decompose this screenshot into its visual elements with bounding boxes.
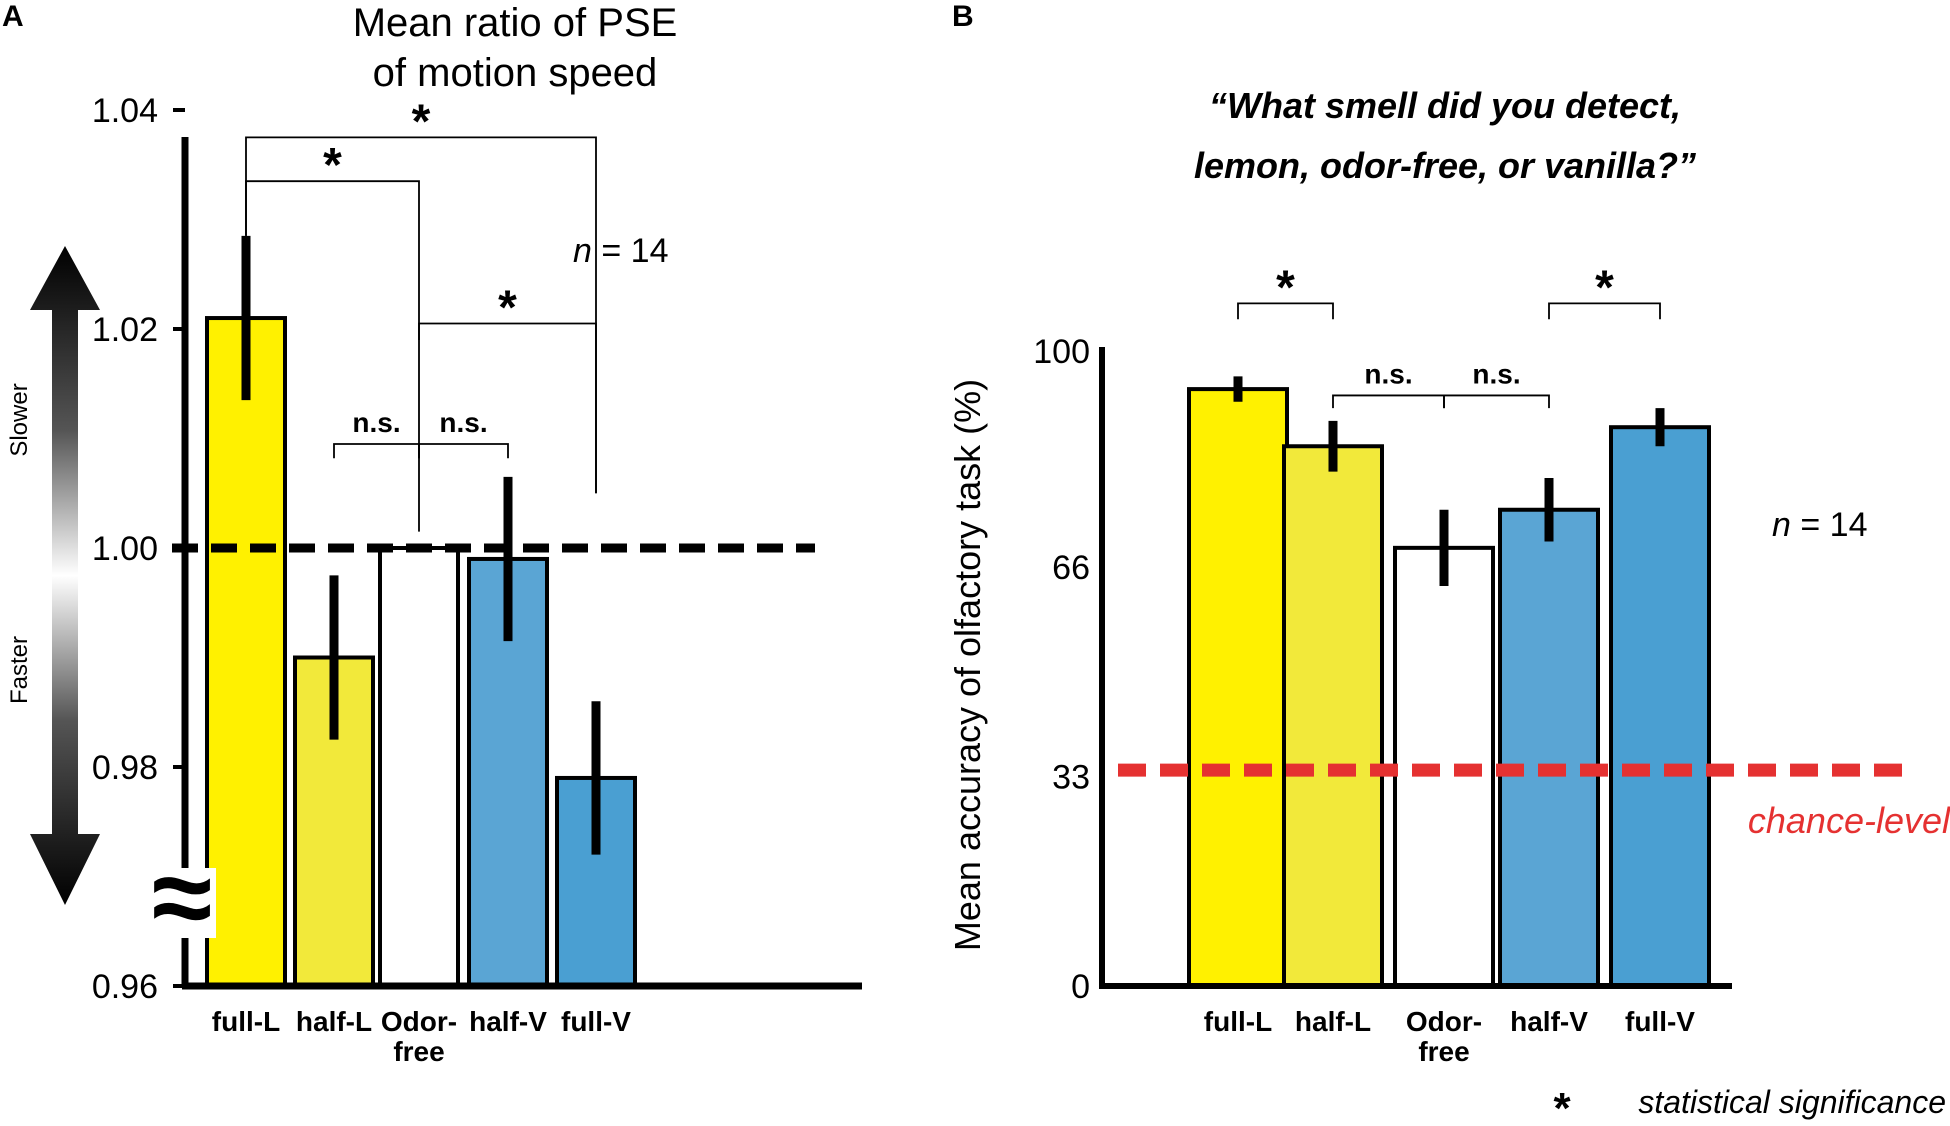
footnote-text: statistical significance xyxy=(1638,1084,1946,1120)
bar-halfl xyxy=(1282,444,1384,988)
significance-bracket xyxy=(418,443,509,459)
category-label: half-L xyxy=(296,1006,372,1037)
significance-bracket xyxy=(245,136,597,494)
faster-label: Faster xyxy=(6,636,33,704)
slower-label: Slower xyxy=(6,383,33,456)
panel-a-y-tick-label: 1.02 xyxy=(92,311,158,349)
significance-ns-label: n.s. xyxy=(1364,358,1412,389)
significance-ns-label: n.s. xyxy=(439,407,487,438)
significance-bracket xyxy=(418,322,597,494)
panel-b-y-tick-label: 0 xyxy=(1071,968,1090,1006)
panel-b-title-line-1: “What smell did you detect, xyxy=(1209,85,1681,126)
panel-b-title-line-2: lemon, odor-free, or vanilla?” xyxy=(1194,145,1696,186)
category-label: Odor- xyxy=(1406,1006,1482,1037)
panel-a-letter: A xyxy=(2,0,24,33)
category-label: half-V xyxy=(469,1006,547,1037)
panel-a-error-bars xyxy=(241,235,601,855)
significance-bracket xyxy=(245,180,420,532)
panel-b-categories: full-L half-L Odor-free half-V full-V xyxy=(1204,1006,1696,1067)
significance-bracket xyxy=(1237,302,1334,320)
category-label: Odor- xyxy=(381,1006,457,1037)
significance-star: * xyxy=(412,95,431,148)
panel-a-significance: * * * n.s. n.s. xyxy=(245,95,597,532)
panel-b-bars xyxy=(1187,387,1711,989)
category-label: full-V xyxy=(1625,1006,1695,1037)
significance-ns-label: n.s. xyxy=(1472,358,1520,389)
panel-b-y-tick-label: 33 xyxy=(1052,758,1090,796)
panel-a-bars xyxy=(205,316,637,989)
panel-b-y-label: Mean accuracy of olfactory task (%) xyxy=(947,379,988,951)
significance-bracket xyxy=(1332,394,1445,409)
category-label: half-L xyxy=(1295,1006,1371,1037)
bar-fulll xyxy=(205,316,287,988)
bar-fullv xyxy=(1609,425,1711,988)
footnote-star: * xyxy=(1553,1084,1571,1126)
speed-direction-arrow: Slower Faster xyxy=(6,246,100,905)
panel-b-error-bars xyxy=(1233,376,1665,586)
bar-odorfree xyxy=(378,546,460,988)
panel-a: A Mean ratio of PSE of motion speed Slow… xyxy=(2,0,862,1067)
panel-a-y-tick-label: 0.98 xyxy=(92,749,158,787)
panel-b-significance: * n.s. n.s. * xyxy=(1237,261,1661,409)
panel-b-y-ticks: 0 33 66 100 xyxy=(1033,333,1090,1006)
axis-break-icon: ≈ xyxy=(152,836,212,959)
significance-bracket xyxy=(333,443,420,459)
axis-break-mask xyxy=(150,868,216,938)
panel-a-y-tick-label: 1.04 xyxy=(92,92,158,130)
category-label: full-L xyxy=(1204,1006,1272,1037)
category-label: full-V xyxy=(561,1006,631,1037)
significance-star: * xyxy=(1276,261,1295,314)
panel-a-title-line-1: Mean ratio of PSE xyxy=(353,1,678,45)
panel-a-n-label: n = 14 xyxy=(573,232,669,270)
panel-b-n-label: n = 14 xyxy=(1772,506,1868,544)
panel-a-y-tick-label: 1.00 xyxy=(92,530,158,568)
category-label: full-L xyxy=(212,1006,280,1037)
double-arrow-icon xyxy=(30,246,100,905)
significance-star: * xyxy=(498,282,517,335)
panel-b-y-tick-label: 66 xyxy=(1052,549,1090,587)
panel-a-title-line-2: of motion speed xyxy=(373,51,658,95)
panel-b: B “What smell did you detect, lemon, odo… xyxy=(947,0,1950,1067)
significance-star: * xyxy=(323,139,342,192)
category-label: free xyxy=(393,1036,444,1067)
panel-b-letter: B xyxy=(952,0,974,33)
category-label: free xyxy=(1418,1036,1469,1067)
panel-a-y-tick-label: 0.96 xyxy=(92,968,158,1006)
bar-fulll xyxy=(1187,387,1289,989)
significance-bracket xyxy=(1548,302,1661,320)
chance-level-label: chance-level xyxy=(1748,800,1950,841)
panel-a-y-ticks: 0.96 0.98 1.00 1.02 1.04 xyxy=(92,92,185,1006)
significance-ns-label: n.s. xyxy=(352,407,400,438)
panel-a-categories: full-L half-L Odor-free half-V full-V xyxy=(212,1006,632,1067)
panel-b-y-tick-label: 100 xyxy=(1033,333,1090,371)
significance-bracket xyxy=(1443,394,1550,409)
category-label: half-V xyxy=(1510,1006,1588,1037)
footnote: * statistical significance xyxy=(1553,1084,1946,1126)
bar-halfv xyxy=(1498,507,1600,988)
significance-star: * xyxy=(1595,261,1614,314)
